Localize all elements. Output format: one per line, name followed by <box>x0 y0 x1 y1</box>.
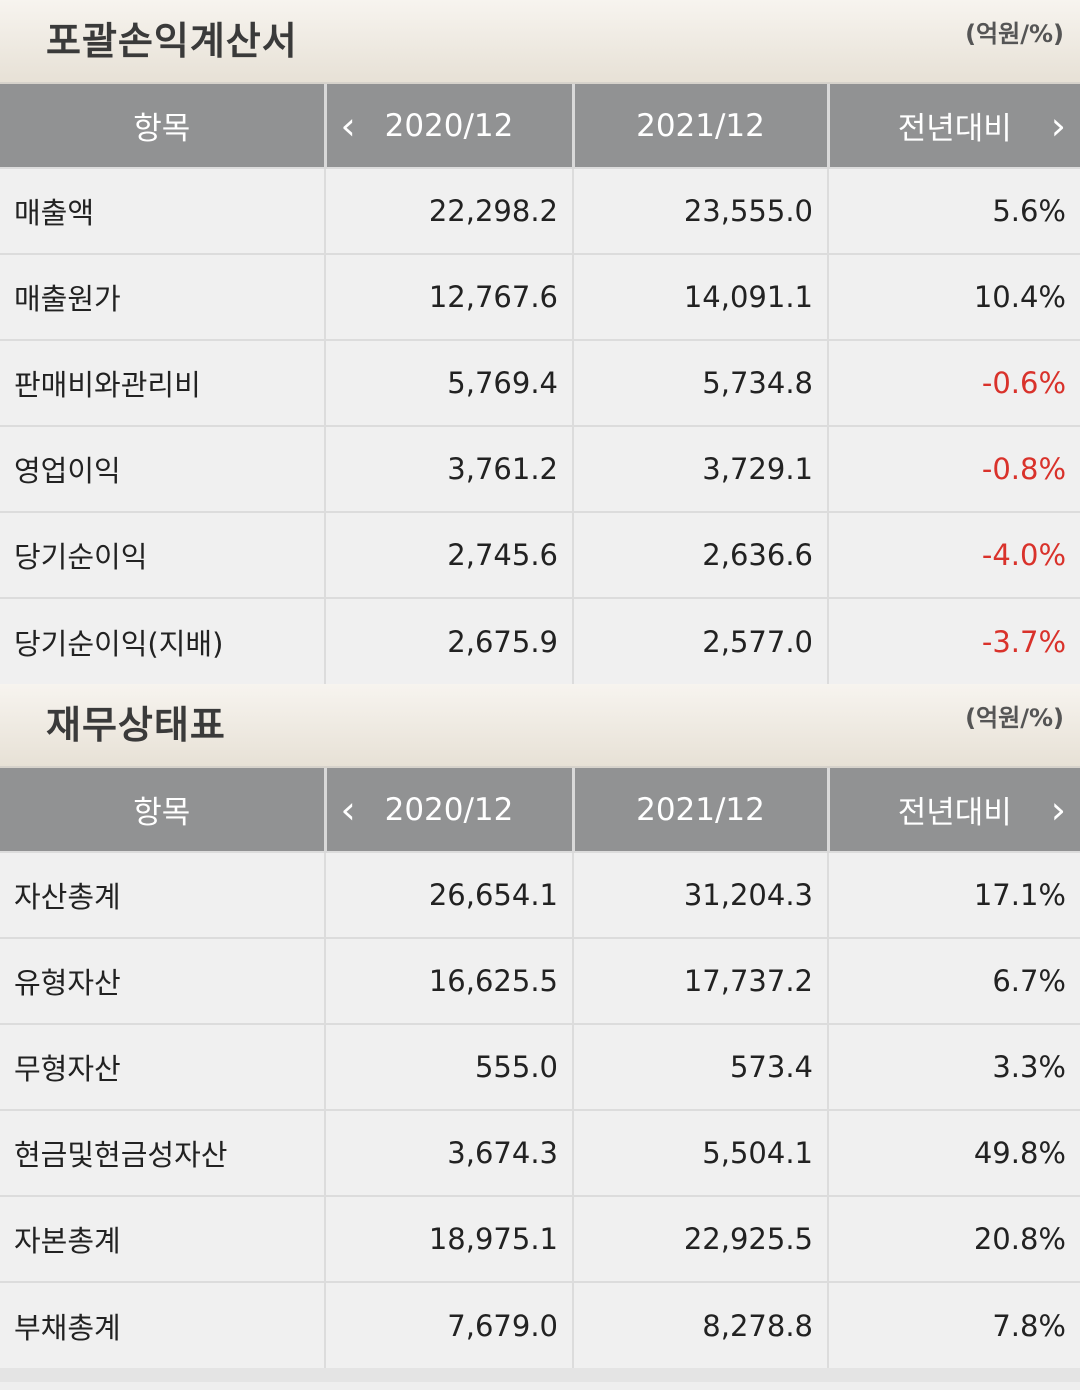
column-header-yoy: 전년대비 › <box>826 768 1080 852</box>
balance-table: 항목 ‹ 2020/12 2021/12 전년대비 › 자산총계 26,654.1… <box>0 768 1080 1368</box>
bottom-strip <box>0 1368 1080 1382</box>
table-row: 당기순이익 2,745.6 2,636.6 -4.0% <box>0 511 1080 598</box>
value-2020: 2,675.9 <box>324 597 573 684</box>
row-item-label: 판매비와관리비 <box>0 339 325 426</box>
income-section-title: 포괄손익계산서 <box>46 19 298 63</box>
column-header-2020: ‹ 2020/12 <box>323 768 573 852</box>
balance-table-body: 자산총계 26,654.1 31,204.3 17.1% 유형자산 16,625.5 17,… <box>0 851 1080 1368</box>
column-header-item: 항목 <box>133 111 191 147</box>
column-header-2020-label: 2020/12 <box>384 107 514 144</box>
column-header-2021: 2021/12 <box>571 84 828 168</box>
row-item-label: 현금및현금성자산 <box>0 1109 325 1196</box>
income-section-header: 포괄손익계산서 (억원/%) <box>0 0 1080 84</box>
row-item-label: 자본총계 <box>0 1195 325 1282</box>
income-unit-label: (억원/%) <box>965 20 1064 48</box>
value-2021: 2,577.0 <box>572 597 828 684</box>
column-header-yoy: 전년대비 › <box>826 84 1080 168</box>
column-header-2020: ‹ 2020/12 <box>323 84 573 168</box>
value-2020: 5,769.4 <box>324 339 573 426</box>
value-2021: 22,925.5 <box>572 1195 828 1282</box>
balance-table-header: 항목 ‹ 2020/12 2021/12 전년대비 › <box>0 768 1080 852</box>
column-header-yoy-label: 전년대비 <box>897 795 1012 831</box>
value-2020: 7,679.0 <box>324 1281 573 1368</box>
chevron-left-icon[interactable]: ‹ <box>340 787 356 832</box>
value-yoy: 5.6% <box>827 167 1080 254</box>
value-2020: 18,975.1 <box>324 1195 573 1282</box>
table-row: 판매비와관리비 5,769.4 5,734.8 -0.6% <box>0 339 1080 426</box>
chevron-right-icon[interactable]: › <box>1050 103 1066 148</box>
balance-section-title: 재무상태표 <box>46 703 226 747</box>
chevron-left-icon[interactable]: ‹ <box>340 103 356 148</box>
value-yoy: 20.8% <box>827 1195 1080 1282</box>
value-2021: 31,204.3 <box>572 851 828 938</box>
value-yoy: 7.8% <box>827 1281 1080 1368</box>
value-2020: 22,298.2 <box>324 167 573 254</box>
table-row: 무형자산 555.0 573.4 3.3% <box>0 1023 1080 1110</box>
value-2020: 3,761.2 <box>324 425 573 512</box>
row-item-label: 영업이익 <box>0 425 325 512</box>
value-2021: 573.4 <box>572 1023 828 1110</box>
table-row: 현금및현금성자산 3,674.3 5,504.1 49.8% <box>0 1109 1080 1196</box>
value-2021: 23,555.0 <box>572 167 828 254</box>
row-item-label: 매출원가 <box>0 253 325 340</box>
value-2020: 16,625.5 <box>324 937 573 1024</box>
row-item-label: 당기순이익 <box>0 511 325 598</box>
column-header-yoy-label: 전년대비 <box>897 111 1012 147</box>
row-item-label: 자산총계 <box>0 851 325 938</box>
balance-unit-label: (억원/%) <box>965 704 1064 732</box>
table-row: 자본총계 18,975.1 22,925.5 20.8% <box>0 1195 1080 1282</box>
value-2021: 5,504.1 <box>572 1109 828 1196</box>
column-header-2020-label: 2020/12 <box>384 791 514 828</box>
income-table: 항목 ‹ 2020/12 2021/12 전년대비 › 매출액 22,298.2 2… <box>0 84 1080 684</box>
balance-section-header: 재무상태표 (억원/%) <box>0 684 1080 768</box>
table-row: 유형자산 16,625.5 17,737.2 6.7% <box>0 937 1080 1024</box>
value-yoy: 10.4% <box>827 253 1080 340</box>
table-row: 부채총계 7,679.0 8,278.8 7.8% <box>0 1281 1080 1368</box>
value-yoy: 17.1% <box>827 851 1080 938</box>
table-row: 영업이익 3,761.2 3,729.1 -0.8% <box>0 425 1080 512</box>
income-table-body: 매출액 22,298.2 23,555.0 5.6% 매출원가 12,767.6 14,09… <box>0 167 1080 684</box>
table-row: 자산총계 26,654.1 31,204.3 17.1% <box>0 851 1080 938</box>
table-row: 매출원가 12,767.6 14,091.1 10.4% <box>0 253 1080 340</box>
row-item-label: 무형자산 <box>0 1023 325 1110</box>
table-row: 매출액 22,298.2 23,555.0 5.6% <box>0 167 1080 254</box>
income-table-header: 항목 ‹ 2020/12 2021/12 전년대비 › <box>0 84 1080 168</box>
value-yoy: 49.8% <box>827 1109 1080 1196</box>
value-2020: 2,745.6 <box>324 511 573 598</box>
value-2020: 555.0 <box>324 1023 573 1110</box>
value-2020: 26,654.1 <box>324 851 573 938</box>
row-item-label: 당기순이익(지배) <box>0 597 325 684</box>
value-yoy: -3.7% <box>827 597 1080 684</box>
value-2020: 3,674.3 <box>324 1109 573 1196</box>
value-yoy: -4.0% <box>827 511 1080 598</box>
column-header-item: 항목 <box>133 795 191 831</box>
row-item-label: 부채총계 <box>0 1281 325 1368</box>
value-yoy: -0.8% <box>827 425 1080 512</box>
value-2021: 5,734.8 <box>572 339 828 426</box>
chevron-right-icon[interactable]: › <box>1050 787 1066 832</box>
column-header-2021: 2021/12 <box>571 768 828 852</box>
value-2021: 3,729.1 <box>572 425 828 512</box>
value-2021: 8,278.8 <box>572 1281 828 1368</box>
value-yoy: -0.6% <box>827 339 1080 426</box>
value-2021: 17,737.2 <box>572 937 828 1024</box>
value-2021: 14,091.1 <box>572 253 828 340</box>
value-2021: 2,636.6 <box>572 511 828 598</box>
value-yoy: 6.7% <box>827 937 1080 1024</box>
row-item-label: 매출액 <box>0 167 325 254</box>
value-yoy: 3.3% <box>827 1023 1080 1110</box>
table-row: 당기순이익(지배) 2,675.9 2,577.0 -3.7% <box>0 597 1080 684</box>
value-2020: 12,767.6 <box>324 253 573 340</box>
row-item-label: 유형자산 <box>0 937 325 1024</box>
